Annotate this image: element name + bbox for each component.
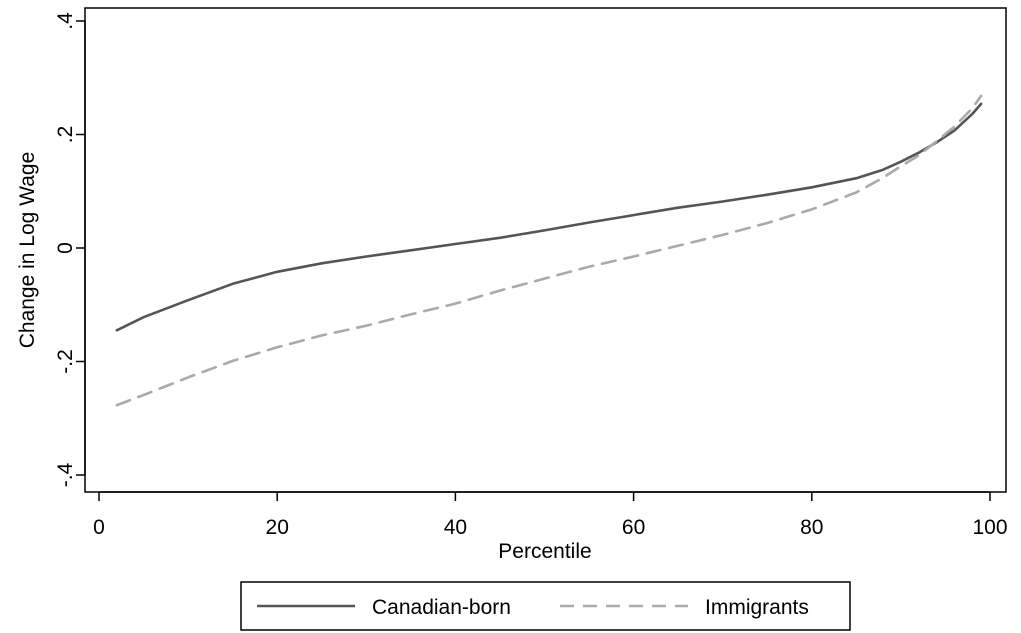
y-tick-label: -.4 — [54, 462, 77, 487]
y-tick-label: .4 — [54, 12, 77, 30]
series-line-canadian-born — [115, 102, 983, 332]
y-tick-label: 0 — [54, 242, 77, 254]
legend-label-immigrants: Immigrants — [705, 596, 809, 619]
x-axis: 0 20 40 60 80 100 — [93, 491, 1008, 539]
x-tick-label: 80 — [800, 516, 823, 539]
x-axis-title: Percentile — [498, 540, 591, 563]
x-tick-label: 40 — [444, 516, 467, 539]
x-tick-label: 0 — [93, 516, 105, 539]
y-tick-label: .2 — [54, 126, 77, 144]
series-line-immigrants — [115, 94, 983, 407]
y-axis-title: Change in Log Wage — [16, 152, 39, 349]
legend-label-canadian-born: Canadian-born — [372, 596, 511, 619]
legend: Canadian-born Immigrants — [240, 581, 851, 631]
x-tick-label: 60 — [622, 516, 645, 539]
x-tick-label: 100 — [972, 516, 1007, 539]
x-tick-label: 20 — [266, 516, 289, 539]
y-tick-label: -.2 — [54, 349, 77, 374]
y-axis: -.4 -.2 0 .2 .4 — [54, 12, 86, 487]
